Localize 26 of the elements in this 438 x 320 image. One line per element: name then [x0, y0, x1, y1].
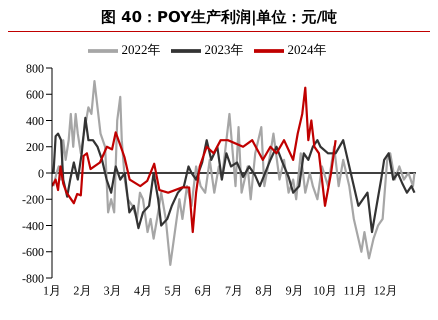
x-tick-label: 7月 [225, 284, 243, 298]
x-tick-label: 9月 [286, 284, 304, 298]
x-tick-label: 1月 [43, 284, 61, 298]
x-tick-label: 5月 [164, 284, 182, 298]
y-tick-label: 400 [26, 114, 44, 128]
y-tick-label: -800 [22, 271, 44, 286]
x-tick-label: 8月 [255, 284, 274, 298]
legend-label: 2022年 [122, 42, 160, 57]
y-tick-label: -600 [22, 245, 44, 260]
y-tick-label: 800 [26, 61, 44, 76]
x-tick-label: 6月 [194, 284, 213, 298]
x-tick-label: 12月 [374, 284, 398, 298]
x-tick-label: 3月 [104, 284, 122, 298]
legend-label: 2023年 [204, 42, 244, 57]
x-tick-label: 4月 [134, 284, 152, 298]
x-tick-label: 10月 [313, 284, 337, 298]
y-tick-label: 0 [38, 166, 44, 180]
legend-label: 2024年 [288, 42, 326, 57]
line-series [52, 86, 337, 234]
y-tick-label: -200 [22, 192, 44, 207]
x-tick-label: 2月 [73, 284, 92, 298]
y-tick-label: 200 [26, 140, 44, 154]
x-tick-label: 11月 [344, 284, 368, 298]
chart-title: 图 40：POY生产利润|单位：元/吨 [8, 8, 430, 32]
y-tick-label: -400 [22, 218, 44, 233]
y-tick-label: 600 [26, 88, 44, 102]
